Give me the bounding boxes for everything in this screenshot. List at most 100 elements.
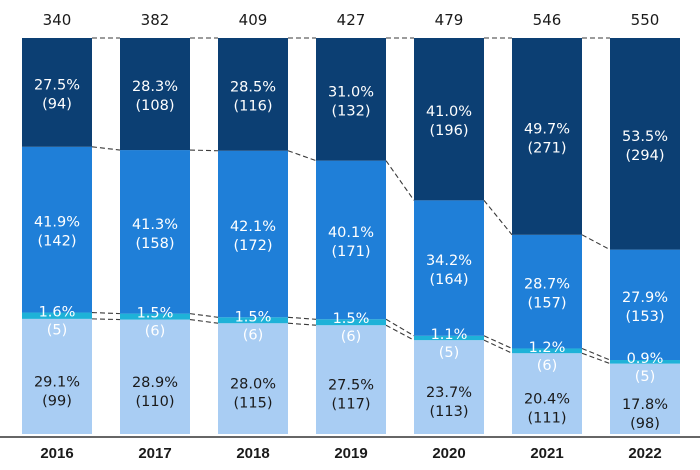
segment-count-label: (5) (635, 369, 656, 385)
segment-percent-label: 42.1% (230, 219, 276, 235)
segment-percent-label: 28.9% (132, 375, 178, 391)
segment-percent-label: 40.1% (328, 225, 374, 241)
segment-count-label: (116) (234, 98, 273, 114)
bar-segment (610, 38, 680, 250)
segment-percent-label: 1.1% (431, 327, 468, 343)
segment-count-label: (171) (332, 244, 371, 260)
segment-count-label: (164) (430, 272, 469, 288)
segment-labels: 29.1% (99) 1.6% (5) 41.9% (142) 27.5% (94) 28.9%… (34, 77, 668, 431)
segment-percent-label: 27.9% (622, 290, 668, 306)
connector-line (287, 150, 317, 162)
bar-segment (218, 317, 288, 324)
segment-percent-label: 34.2% (426, 253, 472, 269)
bar-segment (316, 38, 386, 161)
segment-percent-label: 49.7% (524, 121, 570, 137)
segment-percent-label: 1.6% (39, 305, 76, 321)
connector-line (91, 318, 121, 321)
segment-count-label: (94) (42, 96, 72, 112)
connector-line (189, 313, 219, 318)
segment-count-label: (117) (332, 397, 371, 413)
bar-segment (414, 340, 484, 434)
bar-segment (218, 150, 288, 318)
bar-segment (512, 234, 582, 349)
segment-percent-label: 28.7% (524, 277, 570, 293)
bar-segment (512, 348, 582, 354)
bar-segment (316, 160, 386, 320)
total-label: 427 (337, 11, 366, 29)
bar-segment (414, 200, 484, 336)
x-tick-label: 2021 (530, 445, 563, 462)
x-tick-label: 2016 (40, 445, 73, 462)
connector-line (385, 318, 415, 337)
segment-percent-label: 28.0% (230, 377, 276, 393)
segment-count-label: (5) (439, 345, 460, 361)
x-tick-label: 2017 (138, 445, 171, 462)
total-label: 340 (43, 11, 72, 29)
total-label: 546 (533, 11, 562, 29)
segment-percent-label: 31.0% (328, 84, 374, 100)
segment-count-label: (110) (136, 394, 175, 410)
segment-percent-label: 41.3% (132, 217, 178, 233)
bar-segments (22, 38, 680, 434)
bar-segment (610, 363, 680, 434)
segment-count-label: (6) (537, 358, 558, 374)
x-tick-label: 2018 (236, 445, 269, 462)
connector-line (581, 234, 611, 251)
segment-percent-label: 1.5% (235, 309, 272, 325)
connector-line (91, 146, 121, 151)
total-label: 409 (239, 11, 268, 29)
bar-segment (22, 312, 92, 319)
segment-percent-label: 29.1% (34, 374, 80, 390)
bar-segment (414, 335, 484, 341)
segment-count-label: (99) (42, 393, 72, 409)
segment-count-label: (271) (528, 140, 567, 156)
connector-line (581, 352, 611, 365)
segment-count-label: (111) (528, 411, 567, 427)
segment-count-label: (294) (626, 148, 665, 164)
segment-percent-label: 1.2% (529, 340, 566, 356)
connector-line (287, 316, 317, 320)
segment-percent-label: 53.5% (622, 129, 668, 145)
x-tick-labels: 2016 2017 2018 2019 2020 2021 2022 (40, 445, 661, 462)
segment-percent-label: 27.5% (34, 77, 80, 93)
bar-segment (22, 318, 92, 434)
bar-segment (218, 38, 288, 151)
segment-count-label: (158) (136, 236, 175, 252)
segment-count-label: (5) (47, 323, 68, 339)
bar-segment (218, 323, 288, 434)
bar-segment (512, 38, 582, 235)
x-tick-label: 2022 (628, 445, 661, 462)
connector-line (189, 149, 219, 152)
segment-count-label: (153) (626, 309, 665, 325)
segment-count-label: (98) (630, 416, 660, 432)
bar-segment (316, 319, 386, 326)
connector-line (385, 324, 415, 341)
connector-line (581, 347, 611, 361)
connector-line (189, 319, 219, 324)
connector-line (91, 311, 121, 315)
bar-segment (316, 325, 386, 434)
segment-percent-label: 1.5% (137, 306, 174, 322)
total-label: 479 (435, 11, 464, 29)
bar-segment (22, 146, 92, 313)
bar-segment (22, 38, 92, 147)
segment-percent-label: 20.4% (524, 392, 570, 408)
segment-percent-label: 1.5% (333, 311, 370, 327)
segment-count-label: (132) (332, 103, 371, 119)
segment-percent-label: 28.5% (230, 79, 276, 95)
total-labels: 340 382 409 427 479 546 550 (43, 11, 660, 29)
connector-line (385, 160, 415, 201)
connector-line (483, 335, 513, 349)
segment-percent-label: 27.5% (328, 378, 374, 394)
bar-segment (120, 38, 190, 151)
segment-count-label: (6) (341, 329, 362, 345)
x-tick-label: 2019 (334, 445, 367, 462)
x-tick-label: 2020 (432, 445, 465, 462)
connector-lines (91, 37, 611, 365)
bar-segment (414, 38, 484, 201)
segment-count-label: (196) (430, 123, 469, 139)
segment-count-label: (115) (234, 396, 273, 412)
segment-count-label: (172) (234, 238, 273, 254)
